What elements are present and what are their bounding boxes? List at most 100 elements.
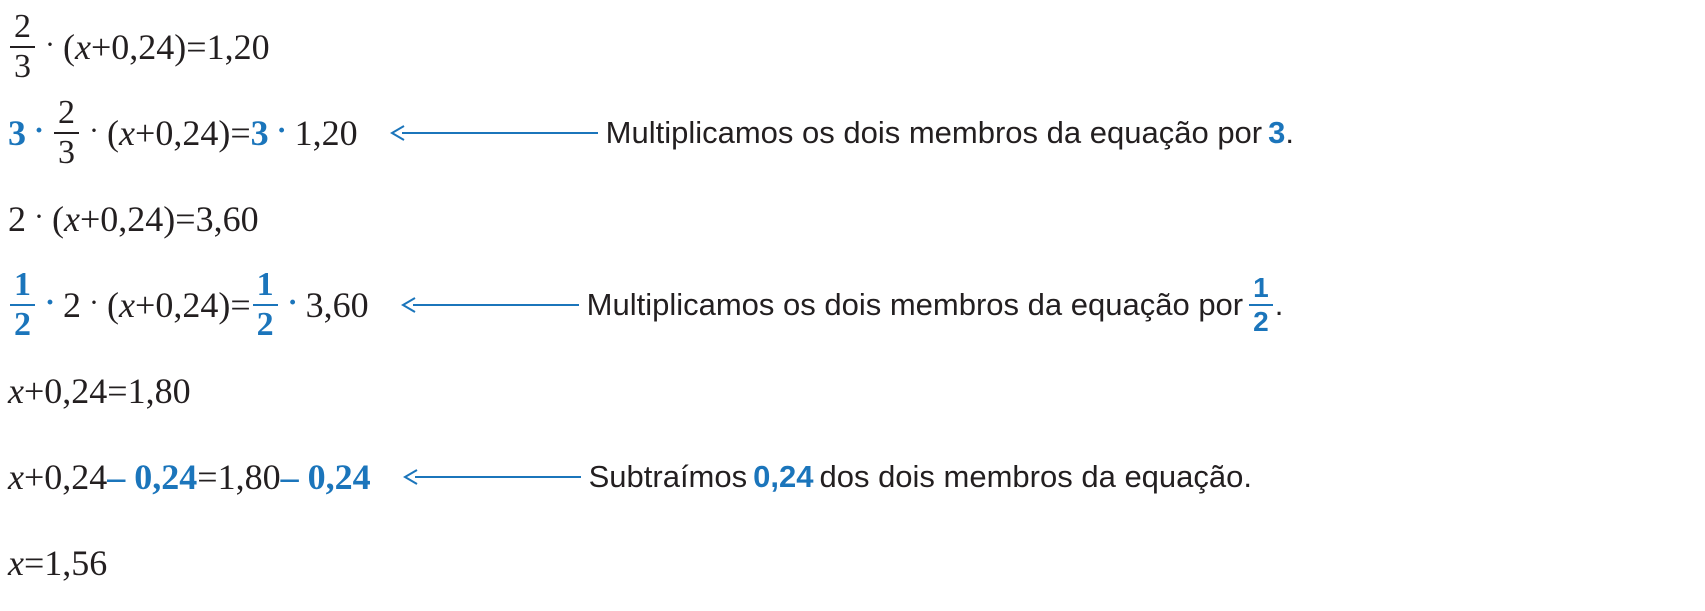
numerator: 2 [54,96,79,134]
plus-sign: + [24,370,44,412]
explain-suffix: . [1285,115,1294,151]
equals-sign: = [230,112,250,154]
multiply-dot: · [277,114,287,148]
multiply-dot: · [89,114,99,148]
explain-value: 0,24 [753,459,813,495]
equals-sign: = [107,370,127,412]
plus-sign: + [91,26,111,68]
rhs-value: 3,60 [306,284,369,326]
equals-sign: = [24,542,44,584]
denominator: 2 [1249,306,1273,336]
variable-x: x [8,456,24,498]
equation-step-4: 1 2 · 2 · ( x + 0,24 ) = 1 2 · 3,60 Mult… [8,266,1705,344]
variable-x: x [75,26,91,68]
plus-sign: + [135,112,155,154]
multiplier-left: 3 [8,112,26,154]
rhs-value: 1,20 [207,26,270,68]
equation-step-5: x + 0,24 = 1,80 [8,352,1705,430]
constant: 0,24 [111,26,174,68]
left-paren: ( [107,284,119,326]
left-paren: ( [52,198,64,240]
plus-sign: + [135,284,155,326]
right-paren: ) [218,112,230,154]
fraction-1-2: 1 2 [253,268,278,342]
equation: x = 1,56 [8,542,107,584]
denominator: 2 [253,306,278,342]
multiply-dot: · [45,286,55,320]
arrow-annotation: Subtraímos 0,24 dos dois membros da equa… [401,459,1252,495]
arrow-icon [401,467,581,487]
explanation-text: Multiplicamos os dois membros da equação… [606,115,1294,151]
fraction-1-2: 1 2 [10,268,35,342]
multiply-dot: · [45,28,55,62]
explain-suffix: dos dois membros da equação. [819,459,1252,495]
denominator: 3 [10,48,35,84]
rhs-value: 1,80 [128,370,191,412]
numerator: 1 [1249,274,1273,306]
explain-suffix: . [1275,287,1284,323]
variable-x: x [8,542,24,584]
coefficient: 2 [8,198,26,240]
multiply-dot: · [34,114,44,148]
explain-value: 3 [1268,115,1285,151]
constant: 0,24 [155,284,218,326]
rhs-value: 3,60 [196,198,259,240]
right-paren: ) [218,284,230,326]
equation: 2 · ( x + 0,24 ) = 3,60 [8,198,259,240]
right-paren: ) [174,26,186,68]
equation: 3 · 2 3 · ( x + 0,24 ) = 3 · 1,20 [8,96,358,170]
explain-prefix: Multiplicamos os dois membros da equação… [587,287,1243,323]
variable-x: x [8,370,24,412]
multiply-dot: · [34,200,44,234]
equation-step-7: x = 1,56 [8,524,1705,602]
left-paren: ( [107,112,119,154]
constant: 0,24 [44,456,107,498]
numerator: 2 [10,10,35,48]
equation-step-6: x + 0,24 – 0,24 = 1,80 – 0,24 Subtraímos… [8,438,1705,516]
coefficient: 2 [63,284,81,326]
variable-x: x [119,112,135,154]
equals-sign: = [186,26,206,68]
equation-step-1: 2 3 · ( x + 0,24 ) = 1,20 [8,8,1705,86]
explain-prefix: Multiplicamos os dois membros da equação… [606,115,1262,151]
left-paren: ( [63,26,75,68]
numerator: 1 [10,268,35,306]
equals-sign: = [230,284,250,326]
variable-x: x [64,198,80,240]
explanation-text: Multiplicamos os dois membros da equação… [587,274,1284,336]
numerator: 1 [253,268,278,306]
subtract-right: – 0,24 [281,456,371,498]
arrow-icon [388,123,598,143]
equation-step-3: 2 · ( x + 0,24 ) = 3,60 [8,180,1705,258]
multiply-dot: · [89,286,99,320]
variable-x: x [119,284,135,326]
arrow-annotation: Multiplicamos os dois membros da equação… [388,115,1294,151]
equation: 1 2 · 2 · ( x + 0,24 ) = 1 2 · 3,60 [8,268,369,342]
equals-sign: = [175,198,195,240]
fraction-2-3: 2 3 [54,96,79,170]
fraction-2-3: 2 3 [10,10,35,84]
rhs-value: 1,20 [295,112,358,154]
multiplier-right: 3 [251,112,269,154]
right-paren: ) [163,198,175,240]
equation: x + 0,24 – 0,24 = 1,80 – 0,24 [8,456,371,498]
equation: x + 0,24 = 1,80 [8,370,191,412]
plus-sign: + [24,456,44,498]
constant: 0,24 [44,370,107,412]
constant: 0,24 [155,112,218,154]
explain-prefix: Subtraímos [589,459,748,495]
rhs-value: 1,56 [44,542,107,584]
arrow-annotation: Multiplicamos os dois membros da equação… [399,274,1284,336]
equation: 2 3 · ( x + 0,24 ) = 1,20 [8,10,270,84]
explain-fraction: 1 2 [1249,274,1273,336]
multiply-dot: · [288,286,298,320]
equals-sign: = [197,456,217,498]
denominator: 2 [10,306,35,342]
denominator: 3 [54,134,79,170]
equation-step-2: 3 · 2 3 · ( x + 0,24 ) = 3 · 1,20 Multip… [8,94,1705,172]
subtract-left: – 0,24 [107,456,197,498]
plus-sign: + [80,198,100,240]
explanation-text: Subtraímos 0,24 dos dois membros da equa… [589,459,1252,495]
arrow-icon [399,295,579,315]
constant: 0,24 [100,198,163,240]
